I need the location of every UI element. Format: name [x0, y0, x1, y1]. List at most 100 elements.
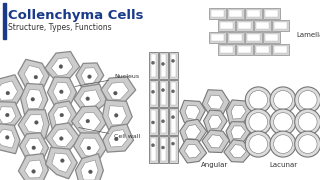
Polygon shape [74, 133, 107, 163]
Bar [218, 20, 235, 31]
Bar [245, 32, 262, 43]
Circle shape [162, 62, 164, 65]
Circle shape [6, 91, 10, 95]
Text: Lamellar: Lamellar [296, 32, 320, 38]
Bar [238, 46, 251, 53]
Circle shape [162, 120, 164, 123]
Polygon shape [25, 138, 43, 157]
Bar [236, 44, 253, 55]
Bar [229, 10, 242, 17]
Circle shape [59, 65, 63, 68]
Circle shape [151, 121, 155, 124]
Polygon shape [81, 68, 98, 83]
Polygon shape [46, 123, 80, 152]
Bar [229, 34, 242, 41]
Circle shape [274, 135, 292, 154]
Polygon shape [81, 160, 98, 180]
Bar [158, 80, 167, 107]
Bar [158, 136, 167, 163]
Bar [263, 8, 280, 19]
Circle shape [295, 131, 320, 157]
Circle shape [60, 159, 64, 162]
Polygon shape [20, 133, 49, 163]
Polygon shape [0, 102, 21, 130]
Bar [169, 80, 178, 107]
Circle shape [5, 136, 9, 139]
Circle shape [245, 87, 271, 113]
Bar [220, 46, 233, 53]
Bar [148, 80, 157, 107]
Polygon shape [108, 106, 126, 125]
Polygon shape [19, 154, 48, 180]
Circle shape [274, 91, 292, 109]
Bar [218, 44, 235, 55]
Polygon shape [25, 160, 43, 178]
Circle shape [35, 121, 38, 124]
Polygon shape [71, 106, 108, 137]
Circle shape [32, 146, 36, 150]
Circle shape [31, 98, 35, 101]
Bar [171, 82, 175, 105]
Polygon shape [76, 154, 103, 180]
Polygon shape [185, 125, 201, 139]
Bar [148, 136, 157, 163]
Circle shape [86, 119, 90, 123]
Bar [254, 20, 271, 31]
Bar [265, 34, 278, 41]
Polygon shape [0, 81, 18, 100]
Polygon shape [103, 124, 133, 152]
Polygon shape [20, 84, 48, 115]
Text: Collenchyma Cells: Collenchyma Cells [8, 8, 143, 21]
Text: Lacunar: Lacunar [269, 162, 297, 168]
Polygon shape [202, 130, 229, 152]
Polygon shape [226, 100, 252, 124]
Circle shape [172, 116, 174, 119]
Circle shape [172, 142, 174, 145]
Polygon shape [0, 75, 24, 106]
Polygon shape [45, 147, 77, 179]
Bar [265, 10, 278, 17]
Bar [169, 108, 178, 135]
Circle shape [114, 91, 117, 95]
Bar [169, 136, 178, 163]
Bar [238, 22, 251, 29]
Circle shape [249, 91, 268, 109]
Circle shape [270, 109, 296, 135]
Polygon shape [74, 84, 107, 112]
Polygon shape [180, 119, 207, 144]
Bar [158, 108, 167, 135]
Polygon shape [0, 124, 20, 154]
Circle shape [34, 75, 38, 79]
Polygon shape [231, 105, 246, 119]
Bar [209, 8, 226, 19]
Polygon shape [101, 76, 136, 104]
Circle shape [270, 87, 296, 113]
Polygon shape [185, 105, 200, 120]
Bar [171, 54, 175, 77]
Polygon shape [53, 106, 71, 125]
Polygon shape [48, 101, 77, 131]
Bar [254, 44, 271, 55]
Circle shape [89, 170, 92, 174]
Bar [161, 54, 165, 77]
Circle shape [270, 131, 296, 157]
Bar [150, 138, 156, 161]
Polygon shape [80, 138, 100, 157]
Circle shape [245, 109, 271, 135]
Text: Cell wall: Cell wall [79, 128, 140, 140]
Bar [150, 110, 156, 133]
Circle shape [298, 135, 317, 154]
Bar [148, 108, 157, 135]
Polygon shape [76, 63, 104, 88]
Circle shape [86, 97, 90, 100]
Bar [150, 82, 156, 105]
Polygon shape [107, 82, 129, 99]
Circle shape [87, 146, 91, 150]
Circle shape [115, 114, 118, 117]
Polygon shape [202, 90, 229, 114]
Polygon shape [18, 110, 49, 139]
Bar [220, 22, 233, 29]
Polygon shape [204, 110, 227, 133]
Polygon shape [24, 66, 44, 84]
Bar [256, 46, 269, 53]
